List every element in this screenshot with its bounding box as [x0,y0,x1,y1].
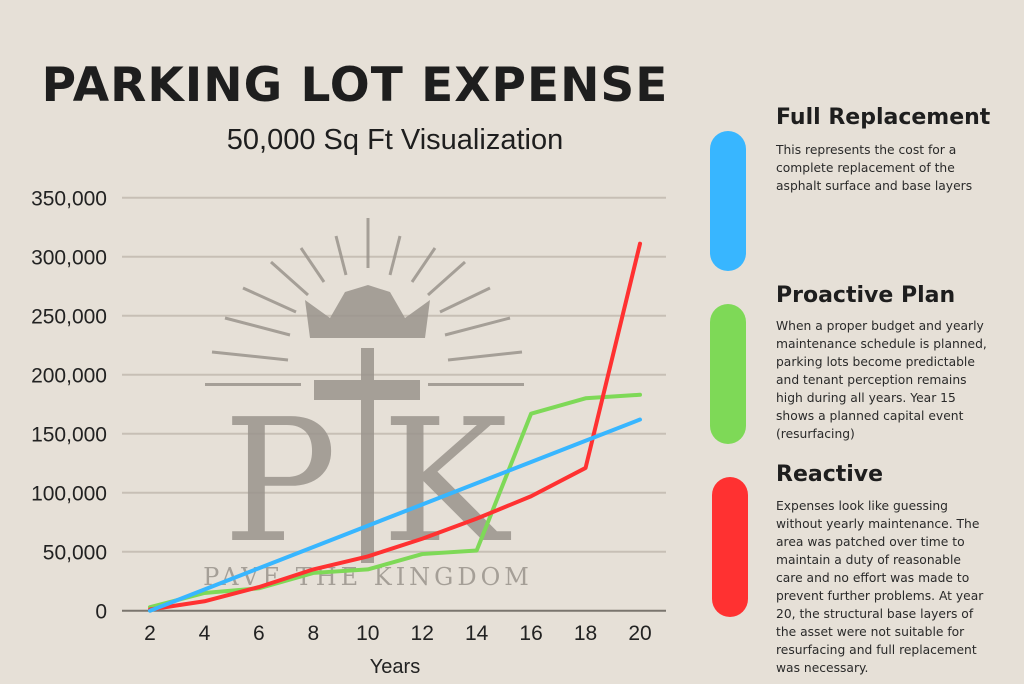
legend-title-full-replacement: Full Replacement [776,105,991,130]
crown-ray [270,260,309,297]
legend-swatch-reactive [712,477,748,617]
legend-text-proactive-plan: When a proper budget and yearly maintena… [776,319,987,441]
x-tick-label: 6 [253,622,265,645]
chart-title: PARKING LOT EXPENSE [41,58,669,113]
chart-subtitle: 50,000 Sq Ft Visualization [226,124,564,156]
series-line-full-replacement [148,417,642,613]
line-chart: P K PAVE THE KINGDOM 050,000100,000150,0… [31,188,666,678]
logo-letter-k: K [381,383,511,581]
legend-text-full-replacement: This represents the cost for a complete … [776,143,973,193]
crown-ray [410,247,437,283]
crown-ray [211,350,289,362]
crown-ray [388,235,402,276]
series-line-reactive [148,241,642,612]
crown-ray [427,260,466,297]
legend-swatch-proactive-plan [710,304,746,444]
crown-ray [447,350,523,362]
y-tick-label: 350,000 [31,188,107,211]
crown-rays-icon [211,218,523,362]
x-axis: 2 4 6 8 10 12 14 16 18 20 [144,622,652,645]
x-tick-label: 8 [307,622,319,645]
y-tick-label: 0 [95,601,107,624]
x-tick-label: 12 [411,622,434,645]
y-tick-label: 100,000 [31,483,107,506]
logo-rule-left [205,383,301,386]
x-tick-label: 16 [519,622,542,645]
crown-icon [305,285,430,338]
logo-letter-p: P [223,383,337,581]
y-axis: 0 50,000 100,000 150,000 200,000 250,000 300,0… [31,188,107,624]
x-tick-label: 20 [628,622,651,645]
crown-ray [334,235,348,276]
legend-text-reactive: Expenses look like guessing without year… [776,499,984,675]
legend-swatch-full-replacement [710,131,746,271]
y-tick-label: 300,000 [31,247,107,270]
logo-rule-right [428,383,524,386]
x-axis-label: Years [370,656,420,678]
crown-ray [444,316,511,337]
y-tick-label: 50,000 [43,542,107,565]
crown-ray [224,316,291,337]
x-tick-label: 2 [144,622,156,645]
legend-title-reactive: Reactive [776,462,884,487]
crown-ray [299,247,326,283]
x-tick-label: 18 [574,622,597,645]
series-line-proactive-plan [148,392,642,610]
series-lines [148,241,642,613]
x-tick-label: 14 [465,622,489,645]
x-tick-label: 10 [356,622,379,645]
cross-bar [314,380,420,400]
crown-ray [439,286,491,314]
cross-icon [361,348,374,563]
y-tick-label: 150,000 [31,424,107,447]
legend-title-proactive-plan: Proactive Plan [776,283,956,308]
x-tick-label: 4 [199,622,211,645]
y-tick-label: 250,000 [31,306,107,329]
crown-ray [242,286,297,314]
y-tick-label: 200,000 [31,365,107,388]
